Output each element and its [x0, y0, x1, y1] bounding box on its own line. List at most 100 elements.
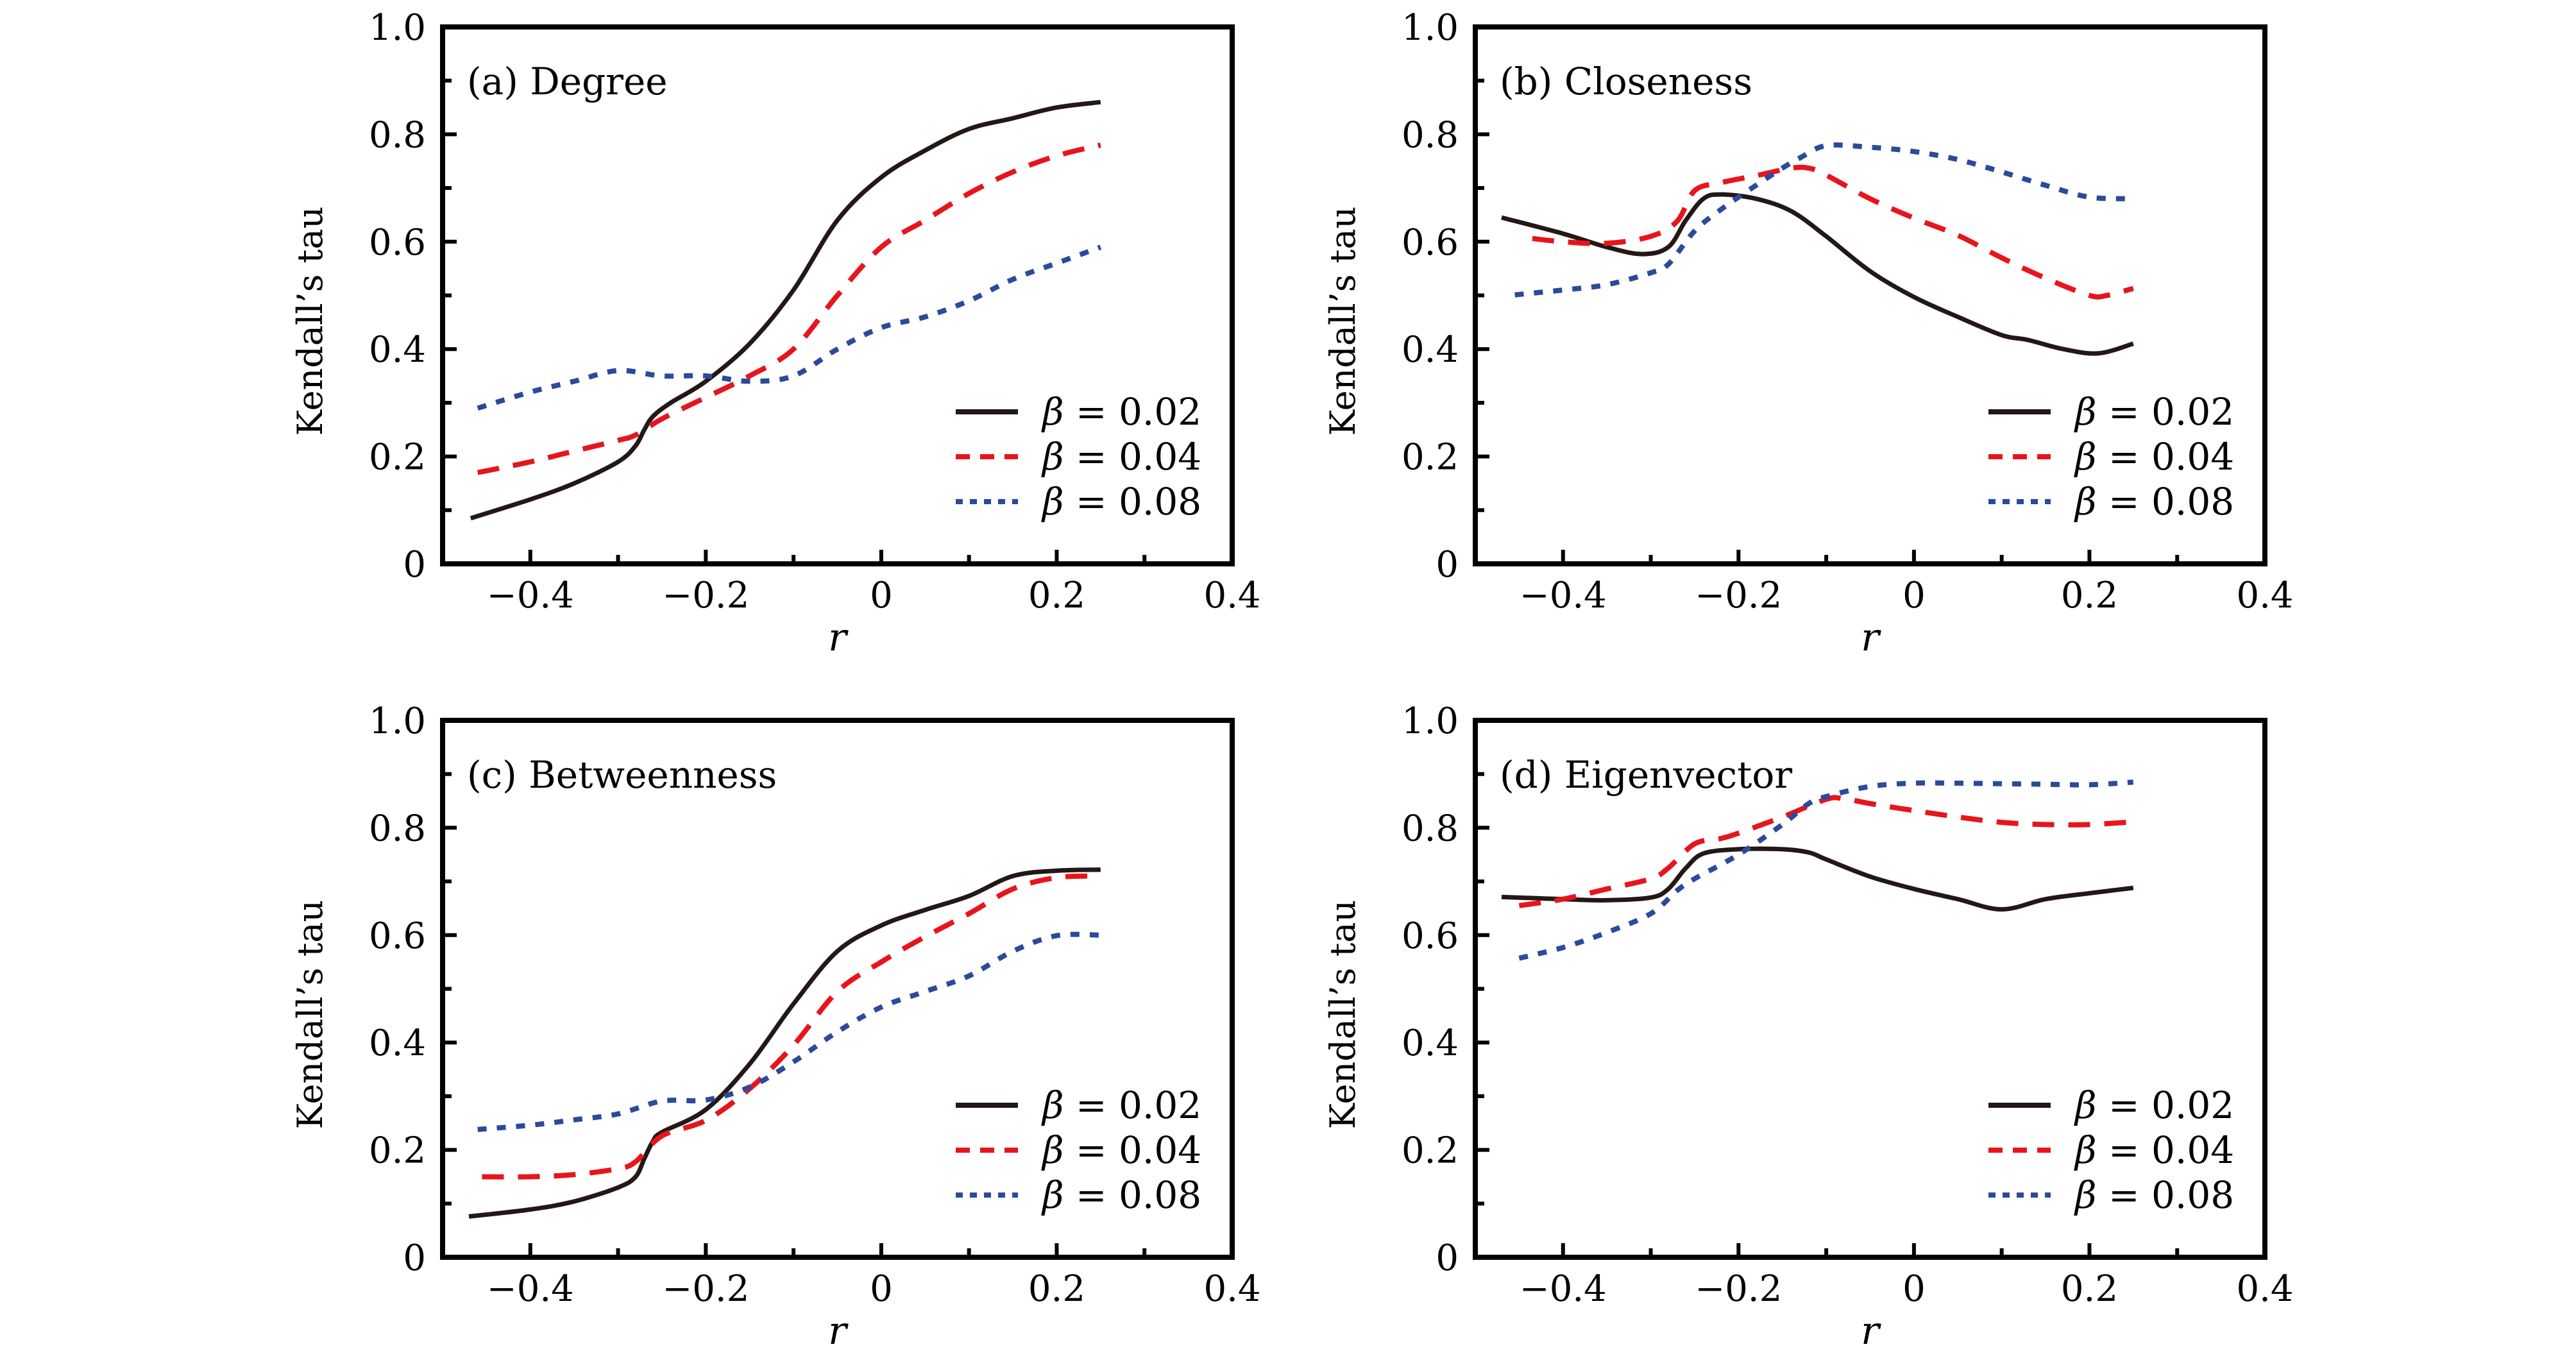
legend: β = 0.02β = 0.04β = 0.08 — [956, 390, 1201, 523]
y-tick-label: 1.0 — [369, 7, 426, 49]
legend-value: = 0.04 — [2097, 1128, 2235, 1172]
x-tick-label: 0.4 — [2236, 575, 2293, 616]
legend-label: β = 0.08 — [2074, 480, 2234, 523]
x-tick-label: 0.2 — [1028, 575, 1085, 616]
x-tick-label: 0 — [870, 1268, 893, 1310]
panel-title: (a) Degree — [467, 60, 668, 103]
legend-label: β = 0.04 — [2074, 435, 2234, 479]
legend: β = 0.02β = 0.04β = 0.08 — [956, 1083, 1201, 1217]
legend-value: = 0.08 — [1064, 480, 1202, 523]
series-line-beta-004 — [1532, 164, 2134, 300]
legend-label: β = 0.04 — [2074, 1128, 2234, 1172]
legend: β = 0.02β = 0.04β = 0.08 — [1988, 1083, 2234, 1217]
legend-beta-symbol: β — [2074, 1128, 2097, 1172]
series-line-beta-008 — [1518, 779, 2134, 961]
series-line-beta-002 — [1501, 846, 2134, 912]
y-tick-label: 0.6 — [369, 222, 426, 264]
series-line-beta-008 — [477, 244, 1102, 411]
x-tick-label: 0 — [1902, 1268, 1926, 1310]
legend-label: β = 0.02 — [2074, 1083, 2234, 1127]
legend-beta-symbol: β — [2074, 480, 2097, 523]
legend-beta-symbol: β — [2074, 1083, 2097, 1127]
legend-value: = 0.02 — [1064, 390, 1202, 434]
panel-d: −0.4 −0.2 0 0.2 0.4 0 0.2 0.4 0.6 0.8 1.0 r Kendall’… — [1323, 700, 2294, 1349]
legend-label: β = 0.08 — [2074, 1173, 2234, 1217]
legend: β = 0.02β = 0.04β = 0.08 — [1988, 390, 2234, 523]
legend-beta-symbol: β — [2074, 390, 2097, 434]
y-tick-label: 1.0 — [1402, 7, 1459, 49]
x-tick-label: 0.4 — [2236, 1268, 2293, 1310]
legend-label: β = 0.04 — [1041, 435, 1201, 479]
series-line-beta-002 — [470, 99, 1101, 521]
legend-label: β = 0.04 — [1041, 1128, 1201, 1172]
legend-label: β = 0.08 — [1041, 1173, 1201, 1217]
series-line-beta-002 — [1501, 192, 2134, 356]
legend-label: β = 0.02 — [1041, 1083, 1201, 1127]
y-tick-label: 0.6 — [1402, 915, 1459, 957]
series-line-beta-004 — [482, 873, 1101, 1180]
x-tick-label: 0.4 — [1203, 1268, 1260, 1310]
y-tick-label: 0 — [1436, 544, 1459, 586]
y-tick-label: 1.0 — [1402, 700, 1459, 742]
x-tick-label: −0.4 — [1520, 575, 1607, 616]
x-tick-label: −0.2 — [1695, 575, 1782, 616]
y-tick-label: 0.2 — [369, 437, 426, 479]
x-tick-label: −0.2 — [662, 575, 749, 616]
legend-label: β = 0.02 — [1041, 390, 1201, 434]
x-axis-label: r — [1861, 615, 1881, 660]
y-tick-label: 0 — [403, 544, 426, 586]
legend-value: = 0.04 — [1064, 1128, 1202, 1172]
x-tick-label: 0.2 — [1028, 1268, 1085, 1310]
legend-beta-symbol: β — [2074, 1173, 2097, 1217]
legend-value: = 0.02 — [2097, 1083, 2235, 1127]
y-tick-label: 0.8 — [369, 114, 426, 156]
y-axis-label: Kendall’s tau — [1323, 900, 1363, 1130]
y-tick-label: 0.2 — [369, 1130, 426, 1172]
x-tick-label: 0.2 — [2061, 1268, 2118, 1310]
x-tick-label: 0 — [1902, 575, 1926, 616]
x-tick-label: 0.4 — [1203, 575, 1260, 616]
y-tick-label: 0.8 — [1402, 808, 1459, 849]
panel-title: (c) Betweenness — [467, 753, 777, 797]
y-tick-label: 0.8 — [369, 808, 426, 849]
legend-value: = 0.04 — [2097, 435, 2235, 479]
x-tick-label: −0.2 — [662, 1268, 749, 1310]
y-tick-label: 0.6 — [369, 915, 426, 957]
y-axis-label: Kendall’s tau — [1323, 207, 1363, 436]
y-tick-label: 0.6 — [1402, 222, 1459, 264]
panel-title: (d) Eigenvector — [1500, 753, 1792, 797]
x-axis-label: r — [828, 1309, 849, 1349]
legend-beta-symbol: β — [1041, 1128, 1064, 1172]
legend-value: = 0.08 — [2097, 480, 2235, 523]
x-axis-label: r — [1861, 1309, 1881, 1349]
y-tick-label: 0.2 — [1402, 1130, 1459, 1172]
legend-beta-symbol: β — [1041, 435, 1064, 479]
y-tick-label: 0.4 — [1402, 329, 1459, 371]
legend-beta-symbol: β — [1041, 1173, 1064, 1217]
x-tick-label: 0.2 — [2061, 575, 2118, 616]
y-tick-label: 1.0 — [369, 700, 426, 742]
legend-value: = 0.02 — [1064, 1083, 1202, 1127]
legend-value: = 0.02 — [2097, 390, 2235, 434]
series-line-beta-004 — [477, 142, 1101, 475]
legend-value: = 0.08 — [1064, 1173, 1202, 1217]
panel-c: −0.4 −0.2 0 0.2 0.4 0 0.2 0.4 0.6 0.8 1.0 r Kendall’… — [290, 700, 1261, 1349]
y-tick-label: 0.4 — [369, 329, 426, 371]
x-tick-label: −0.4 — [487, 575, 574, 616]
x-axis-label: r — [828, 615, 849, 660]
x-tick-label: 0 — [870, 575, 893, 616]
legend-label: β = 0.08 — [1041, 480, 1201, 523]
legend-beta-symbol: β — [2074, 435, 2097, 479]
legend-label: β = 0.02 — [2074, 390, 2234, 434]
y-tick-label: 0 — [1436, 1237, 1459, 1279]
legend-beta-symbol: β — [1041, 480, 1064, 523]
legend-beta-symbol: β — [1041, 390, 1064, 434]
series-line-beta-002 — [468, 867, 1101, 1219]
panel-title: (b) Closeness — [1500, 60, 1752, 103]
x-tick-label: −0.4 — [1520, 1268, 1607, 1310]
y-tick-label: 0 — [403, 1237, 426, 1279]
legend-beta-symbol: β — [1041, 1083, 1064, 1127]
x-tick-label: −0.2 — [1695, 1268, 1782, 1310]
